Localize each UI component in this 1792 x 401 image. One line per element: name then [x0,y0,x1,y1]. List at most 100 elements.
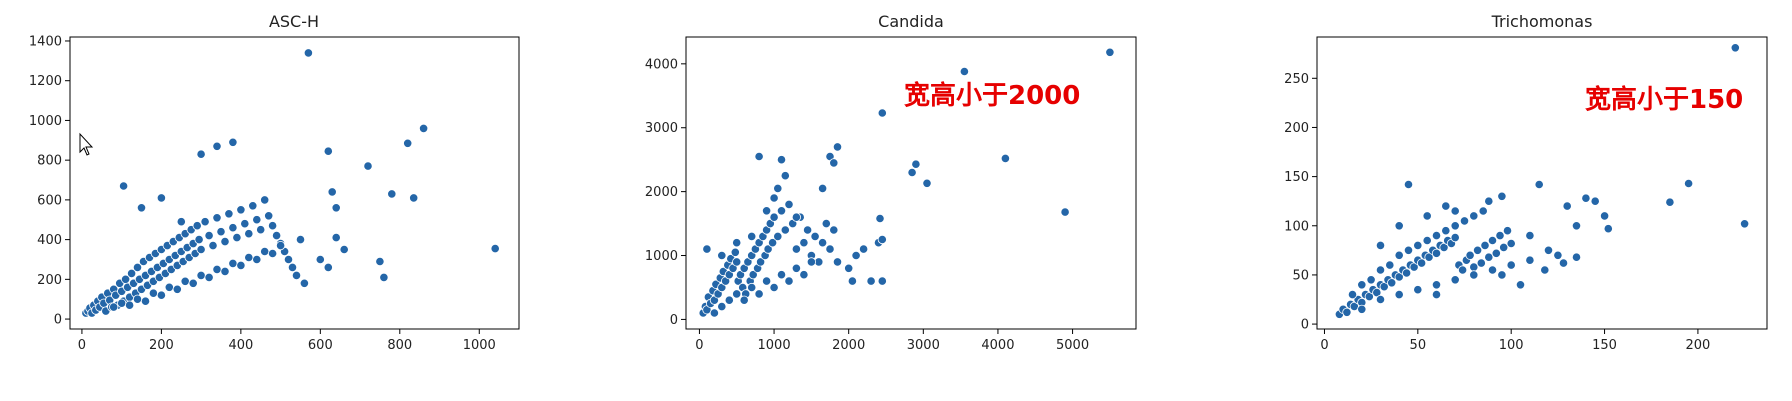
data-point [127,268,137,278]
data-point [791,244,802,254]
x-axis-ticks: 0 200 400 600 800 1000 [78,329,496,353]
data-point [739,295,749,305]
y-tick-label: 50 [1292,268,1309,283]
data-point [196,244,206,255]
data-point [244,229,254,239]
data-point [799,270,809,280]
data-point [773,183,783,193]
data-point [754,289,764,299]
y-tick-label: 1200 [29,74,62,89]
data-point [236,260,246,270]
data-point [959,66,970,77]
data-point [204,272,214,282]
data-point [136,203,147,213]
x-tick-label: 400 [228,338,253,353]
data-point [791,263,802,273]
data-point [769,212,779,222]
data-point [1469,262,1479,272]
chart-title: ASC-H [269,12,319,31]
data-point [1450,233,1460,243]
data-point [194,235,204,245]
data-point [256,225,266,235]
data-point [1487,235,1498,246]
plot-frame [685,36,1137,330]
x-tick-label: 5000 [1056,338,1089,353]
data-point [817,238,828,248]
data-point [769,282,779,293]
x-tick-label: 3000 [907,338,940,353]
data-point [208,241,218,251]
data-point [267,221,278,231]
data-point [1484,196,1494,206]
data-point [1424,252,1434,262]
data-point [1473,245,1483,255]
data-point [216,227,226,237]
data-point [291,270,302,280]
data-point [1105,47,1115,57]
x-tick-label: 150 [1592,338,1617,353]
data-point [387,189,397,199]
data-point [119,181,129,191]
data-point [1571,221,1582,231]
x-tick-label: 1000 [463,338,496,353]
data-point [275,241,286,251]
data-point [776,270,787,280]
data-point [1665,197,1675,207]
data-point [776,155,787,165]
data-point [1480,240,1490,250]
y-tick-label: 150 [1284,170,1309,185]
data-point [180,276,190,286]
data-point [156,290,166,300]
data-point [1422,211,1432,221]
data-point [832,257,843,267]
mouse-cursor-icon [79,132,94,156]
x-tick-label: 0 [695,338,703,353]
data-point [1534,179,1544,190]
data-point [877,234,887,245]
chart-title: Trichomonas [1491,12,1593,31]
data-point [1469,270,1479,280]
data-point [252,254,262,265]
data-point [315,254,325,265]
data-point [1375,265,1386,275]
data-point [148,288,158,298]
y-tick-label: 1000 [645,249,678,264]
data-point [196,149,206,159]
data-point [252,215,262,225]
data-point [271,231,282,241]
data-point [375,256,385,267]
data-point [327,187,337,197]
data-point [709,308,720,318]
data-point [767,238,778,248]
data-point [784,199,794,209]
data-point [244,252,254,263]
data-point [1600,211,1610,221]
data-point [1366,275,1376,285]
data-point [260,195,270,205]
data-point [1357,304,1367,314]
data-point [287,262,298,272]
data-point [1375,240,1386,250]
data-point [754,151,764,162]
data-point [875,213,885,224]
x-tick-label: 800 [387,338,412,353]
data-point [1441,226,1451,236]
data-point [1581,193,1591,203]
data-point [732,289,742,299]
data-point [125,300,135,310]
data-point [204,231,214,241]
data-point [780,225,790,235]
data-point [773,231,783,241]
y-tick-label: 2000 [645,185,678,200]
data-point [832,142,843,152]
y-tick-label: 400 [37,233,62,248]
data-point [829,225,839,235]
data-point [1603,224,1613,234]
data-point [212,141,222,151]
data-point [1506,260,1516,270]
data-point [224,209,234,219]
data-point [791,212,802,222]
data-point [220,237,230,247]
data-point [806,257,817,267]
data-point [283,254,294,265]
